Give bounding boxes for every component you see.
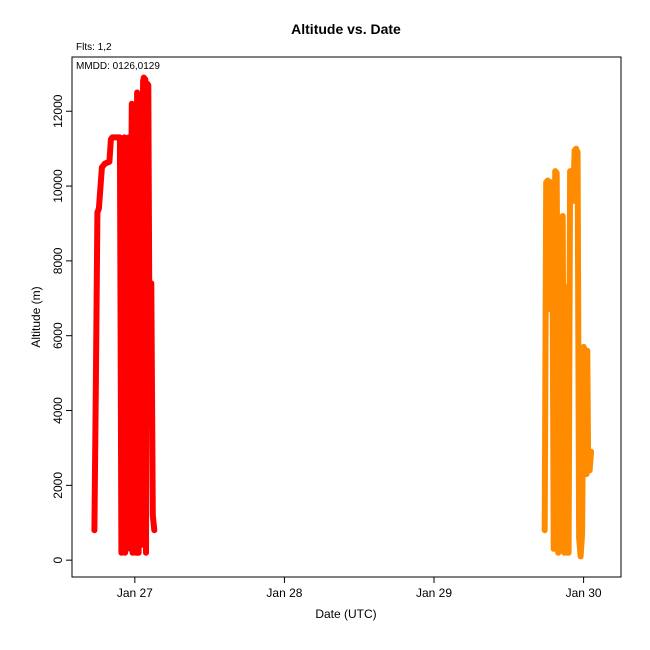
- flights-annotation: Flts: 1,2: [76, 42, 112, 53]
- y-tick-label: 6000: [51, 322, 65, 349]
- x-axis-label: Date (UTC): [315, 607, 376, 621]
- chart-title: Altitude vs. Date: [291, 21, 401, 37]
- x-tick-label: Jan 28: [266, 586, 302, 600]
- x-tick-label: Jan 30: [566, 586, 602, 600]
- x-axis: Jan 27 Jan 28 Jan 29 Jan 30: [117, 576, 602, 600]
- series-layer: [91, 74, 595, 560]
- x-tick-label: Jan 29: [416, 586, 452, 600]
- x-tick-label: Jan 27: [117, 586, 153, 600]
- y-tick-label: 8000: [51, 247, 65, 274]
- y-tick-label: 12000: [51, 94, 65, 128]
- series-line-1: [91, 74, 158, 556]
- y-axis: 0 2000 4000 6000 8000 10000 12000: [51, 94, 73, 564]
- series-line-2: [541, 145, 595, 560]
- mmdd-annotation: MMDD: 0126,0129: [76, 61, 160, 72]
- y-tick-label: 10000: [51, 169, 65, 203]
- y-tick-label: 4000: [51, 397, 65, 424]
- y-axis-label: Altitude (m): [29, 286, 43, 347]
- y-tick-label: 2000: [51, 472, 65, 499]
- y-tick-label: 0: [51, 557, 65, 564]
